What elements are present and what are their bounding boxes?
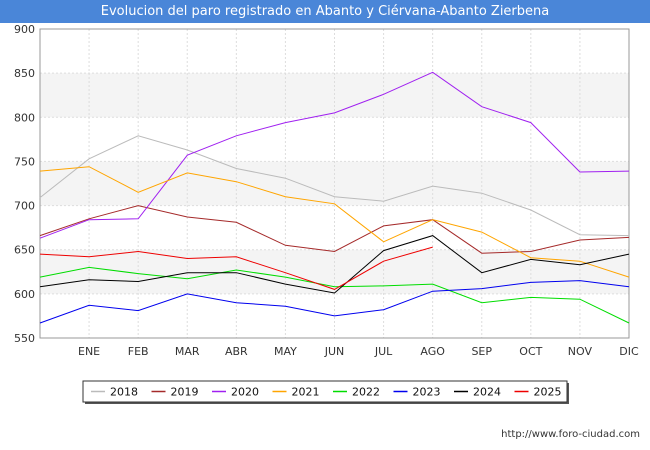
series-line-2021 bbox=[39, 166, 630, 278]
y-tick-label: 550 bbox=[14, 332, 35, 345]
x-tick-label: ENE bbox=[78, 345, 100, 358]
x-tick-label: FEB bbox=[128, 345, 149, 358]
x-tick-label: JUL bbox=[374, 345, 393, 358]
x-tick-label: MAY bbox=[274, 345, 297, 358]
series-line-2018 bbox=[39, 135, 630, 237]
series-line-2020 bbox=[39, 71, 630, 239]
series-line-2024 bbox=[39, 235, 630, 294]
y-tick-label: 850 bbox=[14, 67, 35, 80]
x-tick-label: ABR bbox=[225, 345, 248, 358]
y-tick-label: 600 bbox=[14, 288, 35, 301]
y-tick-label: 750 bbox=[14, 155, 35, 168]
y-tick-label: 900 bbox=[14, 23, 35, 36]
legend-label-2020: 2020 bbox=[231, 386, 259, 399]
series-line-2023 bbox=[39, 280, 630, 324]
legend-label-2025: 2025 bbox=[534, 386, 562, 399]
legend-label-2024: 2024 bbox=[473, 386, 501, 399]
x-tick-label: DIC bbox=[619, 345, 639, 358]
x-tick-label: AGO bbox=[420, 345, 445, 358]
legend-label-2023: 2023 bbox=[413, 386, 441, 399]
legend-label-2022: 2022 bbox=[352, 386, 380, 399]
series-line-2022 bbox=[39, 266, 630, 324]
x-tick-label: JUN bbox=[324, 345, 345, 358]
legend-label-2019: 2019 bbox=[171, 386, 199, 399]
y-tick-label: 800 bbox=[14, 111, 35, 124]
x-tick-label: SEP bbox=[471, 345, 492, 358]
x-tick-label: MAR bbox=[175, 345, 200, 358]
plot-border bbox=[39, 28, 630, 339]
legend-box bbox=[82, 380, 568, 403]
x-tick-label: OCT bbox=[519, 345, 542, 358]
legend-label-2018: 2018 bbox=[110, 386, 138, 399]
series-line-2019 bbox=[39, 205, 630, 254]
y-tick-label: 650 bbox=[14, 244, 35, 257]
grid-band bbox=[40, 205, 629, 250]
chart-title: Evolucion del paro registrado en Abanto … bbox=[0, 0, 650, 23]
x-tick-label: NOV bbox=[568, 345, 593, 358]
source-url[interactable]: http://www.foro-ciudad.com bbox=[501, 429, 640, 440]
series-line-2025 bbox=[39, 246, 433, 290]
legend-label-2021: 2021 bbox=[292, 386, 320, 399]
y-tick-label: 700 bbox=[14, 200, 35, 213]
